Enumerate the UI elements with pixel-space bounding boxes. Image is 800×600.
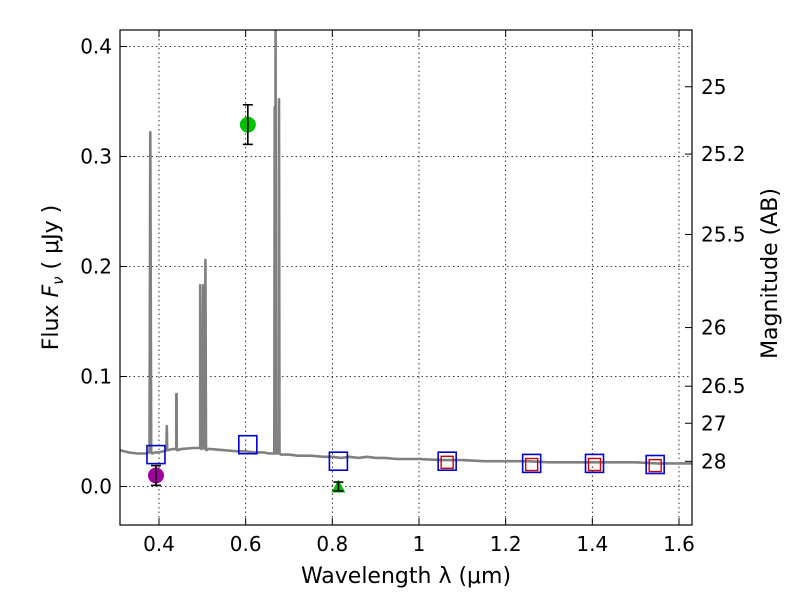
model-photometry-square xyxy=(584,453,605,474)
model-photometry-markers xyxy=(146,434,665,475)
y-axis-label-prefix: Flux xyxy=(39,297,64,350)
upper-limit-square xyxy=(587,457,602,472)
sed-model-line xyxy=(120,30,692,465)
y-tick-label: 0.0 xyxy=(80,475,112,499)
upper-limit-square xyxy=(648,458,662,473)
upper-limit-square xyxy=(524,457,539,472)
y2-tick-label: 25 xyxy=(701,75,726,99)
y2-axis-label: Magnitude (AB) xyxy=(758,188,783,359)
y2-tick-label: 25.5 xyxy=(701,222,746,246)
x-tick-label: 1.4 xyxy=(576,532,608,556)
y-tick-label: 0.2 xyxy=(80,255,112,279)
x-tick-label: 1.2 xyxy=(490,532,522,556)
x-axis-label: Wavelength λ (μm) xyxy=(301,564,511,589)
y-axis-label-symbol: F xyxy=(39,284,64,297)
y2-tick-label: 28 xyxy=(701,449,726,473)
x-tick-label: 0.8 xyxy=(316,532,348,556)
upper-limit-square xyxy=(440,455,454,469)
model-photometry-square xyxy=(328,451,349,472)
observed-markers xyxy=(147,104,346,493)
model-photometry-square xyxy=(645,454,665,475)
x-tick-label: 1 xyxy=(413,532,426,556)
y2-axis-ticks: 25 25.2 25.5 26 26.5 27 28 xyxy=(685,75,746,473)
y-tick-label: 0.1 xyxy=(80,365,112,389)
y2-tick-label: 25.2 xyxy=(701,142,746,166)
y-tick-label: 0.4 xyxy=(80,35,112,59)
y-axis-label-unit: ( μJy ) xyxy=(39,205,64,277)
x-tick-label: 1.6 xyxy=(663,532,695,556)
x-axis-ticks: 0.4 0.6 0.8 1 1.2 1.4 1.6 xyxy=(143,30,695,556)
y2-tick-label: 27 xyxy=(701,411,726,435)
y2-tick-label: 26 xyxy=(701,316,726,340)
x-tick-label: 0.6 xyxy=(230,532,262,556)
upper-limit-markers xyxy=(440,455,662,473)
y-axis-label: Flux Fν ( μJy ) xyxy=(39,205,67,350)
plot-frame xyxy=(119,29,693,526)
model-photometry-square xyxy=(437,451,457,472)
model-photometry-square xyxy=(521,453,542,474)
y-axis-ticks: 0.0 0.1 0.2 0.3 0.4 xyxy=(80,35,127,499)
model-photometry-square xyxy=(238,434,258,455)
model-photometry-square xyxy=(146,444,166,465)
grid xyxy=(120,30,692,525)
y-tick-label: 0.3 xyxy=(80,145,112,169)
x-tick-label: 0.4 xyxy=(143,532,175,556)
y-axis-label-subscript: ν xyxy=(49,276,67,284)
plot-content xyxy=(120,30,692,493)
y2-tick-label: 26.5 xyxy=(701,374,746,398)
